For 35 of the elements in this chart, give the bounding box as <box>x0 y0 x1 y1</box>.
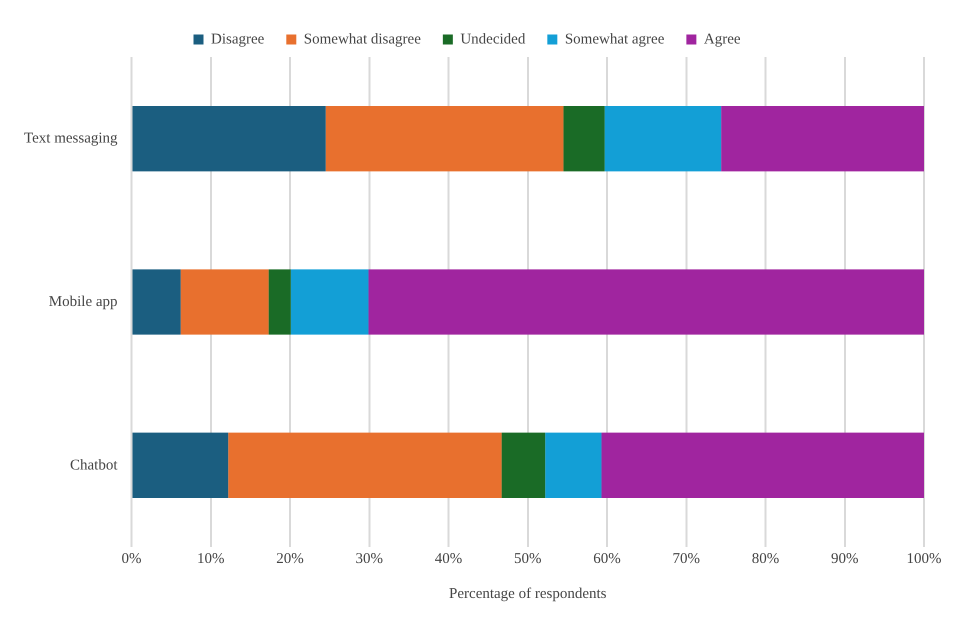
x-tick-label: 10% <box>197 550 225 567</box>
y-tick-label: Text messaging <box>24 130 118 147</box>
legend-label: Agree <box>704 31 741 48</box>
y-tick-label: Chatbot <box>70 457 118 474</box>
bar <box>601 432 924 498</box>
legend-label: Somewhat disagree <box>304 31 422 48</box>
bar <box>290 269 368 335</box>
bar <box>721 106 924 172</box>
bar <box>180 269 269 335</box>
y-tick-label: Mobile app <box>48 294 118 310</box>
x-tick-label: 100% <box>906 550 942 567</box>
bar <box>268 269 291 335</box>
bar <box>132 106 326 172</box>
bar <box>502 432 546 498</box>
x-tick-label: 60% <box>593 550 621 567</box>
x-tick-label: 20% <box>276 550 304 567</box>
x-tick-label: 40% <box>434 550 462 567</box>
bar <box>132 432 228 498</box>
bar <box>132 269 181 335</box>
x-tick-label: 80% <box>752 550 780 567</box>
x-tick-label: 90% <box>831 550 858 567</box>
bar <box>326 106 564 172</box>
bar <box>563 106 605 172</box>
legend-label: Undecided <box>460 31 526 48</box>
legend-label: Disagree <box>210 31 265 48</box>
legend-label: Somewhat agree <box>564 31 665 48</box>
bar <box>368 269 924 335</box>
bar <box>604 106 722 172</box>
x-tick-label: 50% <box>514 550 542 567</box>
x-tick-label: 70% <box>672 550 700 567</box>
x-tick-label: 0% <box>122 550 142 567</box>
bar <box>545 432 602 498</box>
x-axis-title: Percentage of respondents <box>449 586 607 602</box>
bar <box>228 432 502 498</box>
x-tick-label: 30% <box>356 550 384 567</box>
